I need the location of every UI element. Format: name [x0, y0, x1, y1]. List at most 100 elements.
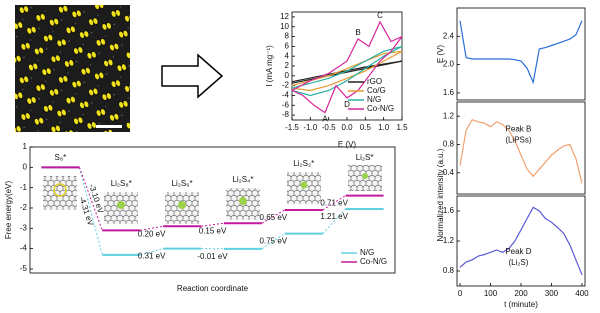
y-tick-label: 0	[23, 162, 28, 171]
series-line	[291, 20, 403, 114]
y-tick-label: -4	[20, 244, 28, 253]
y-tick-label: 6	[285, 41, 290, 50]
adsorbate	[117, 201, 125, 209]
x-axis-label: E (V)	[338, 140, 357, 149]
plot-frame	[456, 101, 586, 195]
adsorbate	[178, 201, 186, 209]
y-axis-label: I (mA mg⁻¹)	[265, 45, 274, 87]
step-label: 0.15 eV	[199, 226, 227, 235]
legend-label: N/G	[367, 95, 381, 104]
y-tick-label: -2	[282, 81, 290, 90]
step-label: 0.31 eV	[138, 252, 166, 261]
legend-label: Co/G	[367, 86, 386, 95]
x-tick-label: -1.0	[303, 123, 317, 132]
x-axis-label: t (minute)	[504, 300, 538, 309]
connector	[78, 167, 103, 256]
connector	[322, 195, 346, 211]
y-tick-label: -2	[20, 203, 28, 212]
category-label: Li₂S₆*	[172, 179, 193, 188]
category-label: Li₂S*	[356, 153, 374, 162]
annotation: (Li₂S)	[508, 258, 528, 267]
y-tick-label: -8	[282, 110, 290, 119]
micrograph	[15, 5, 130, 132]
y-tick-label: 4	[285, 51, 290, 60]
series-line	[459, 20, 583, 85]
annotation: Peak D	[505, 247, 531, 256]
step-label: 0.71 eV	[320, 199, 348, 208]
x-tick-label: 1.0	[378, 123, 390, 132]
x-tick-label: 0.5	[360, 123, 372, 132]
y-tick-label: -4	[282, 91, 290, 100]
y-axis-label: Normalized intensity (a.u.)	[436, 148, 445, 241]
category-label: S₈*	[55, 153, 67, 162]
adsorbate	[362, 173, 368, 179]
annotation: B	[355, 28, 360, 37]
annotation: A	[322, 115, 328, 124]
category-label: Li₂S₂*	[293, 159, 314, 168]
x-tick-label: 0.0	[341, 123, 353, 132]
step-label: -0.01 eV	[197, 252, 228, 261]
step-label: 0.20 eV	[138, 229, 166, 238]
legend-label: rGO	[367, 77, 382, 86]
x-tick-label: -0.5	[322, 123, 336, 132]
structure	[43, 176, 77, 210]
y-tick-label: 2	[285, 61, 290, 70]
annotation: Peak B	[506, 125, 532, 134]
y-tick-label: 1	[23, 142, 28, 151]
y-tick-label: 8	[285, 32, 290, 41]
series-line	[459, 206, 583, 276]
y-tick-label: 1.6	[443, 88, 455, 97]
x-tick-label: 200	[514, 289, 528, 298]
series-line	[291, 50, 403, 92]
connector	[261, 209, 286, 224]
step-label: 1.21 eV	[320, 212, 348, 221]
x-tick-label: 300	[545, 289, 559, 298]
y-tick-label: 2.4	[443, 31, 455, 40]
x-tick-label: 400	[575, 289, 589, 298]
step-label: 0.75 eV	[260, 237, 288, 246]
y-tick-label: 1.6	[443, 206, 455, 215]
x-tick-label: -1.5	[285, 123, 299, 132]
y-tick-label: -1	[20, 183, 28, 192]
legend-label: Co-N/G	[367, 104, 394, 113]
y-tick-label: 1.2	[443, 111, 455, 120]
adsorbate	[239, 197, 247, 205]
connector	[261, 233, 286, 250]
step-label: 0.65 eV	[260, 213, 288, 222]
y-tick-label: 0.8	[443, 140, 455, 149]
series-line	[291, 45, 403, 97]
adsorbate	[53, 183, 67, 197]
structures	[43, 165, 382, 224]
connector	[78, 167, 103, 231]
x-tick-label: 100	[484, 289, 498, 298]
annotation: D	[344, 100, 350, 109]
plot-frame	[456, 7, 586, 101]
legend-label: N/G	[360, 248, 374, 257]
legend-label: Co-N/G	[360, 257, 387, 266]
y-tick-label: 0	[285, 71, 290, 80]
series-line	[291, 60, 403, 84]
category-label: Li₂S₄*	[232, 175, 253, 184]
y-tick-label: 0.4	[443, 168, 455, 177]
y-tick-label: 0.8	[443, 266, 455, 275]
scale-bar	[96, 125, 122, 128]
y-tick-label: -5	[20, 264, 28, 273]
adsorbate	[300, 181, 308, 189]
y-tick-label: 10	[280, 22, 289, 31]
plot-frame	[29, 146, 396, 274]
x-tick-label: 0	[458, 289, 463, 298]
y-tick-label: -3	[20, 223, 28, 232]
plot-frame	[456, 195, 586, 287]
y-tick-label: 1.2	[443, 236, 455, 245]
series-line	[459, 118, 583, 184]
arrow	[161, 53, 224, 99]
annotation: C	[377, 11, 383, 20]
category-label: Li₂S₈*	[111, 179, 132, 188]
x-tick-label: 1.5	[396, 123, 408, 132]
y-tick-label: 12	[280, 12, 289, 21]
annotation: (LiPSs)	[505, 136, 532, 145]
connector	[322, 208, 346, 234]
y-tick-label: 2.0	[443, 60, 455, 69]
y-tick-label: -6	[282, 100, 290, 109]
